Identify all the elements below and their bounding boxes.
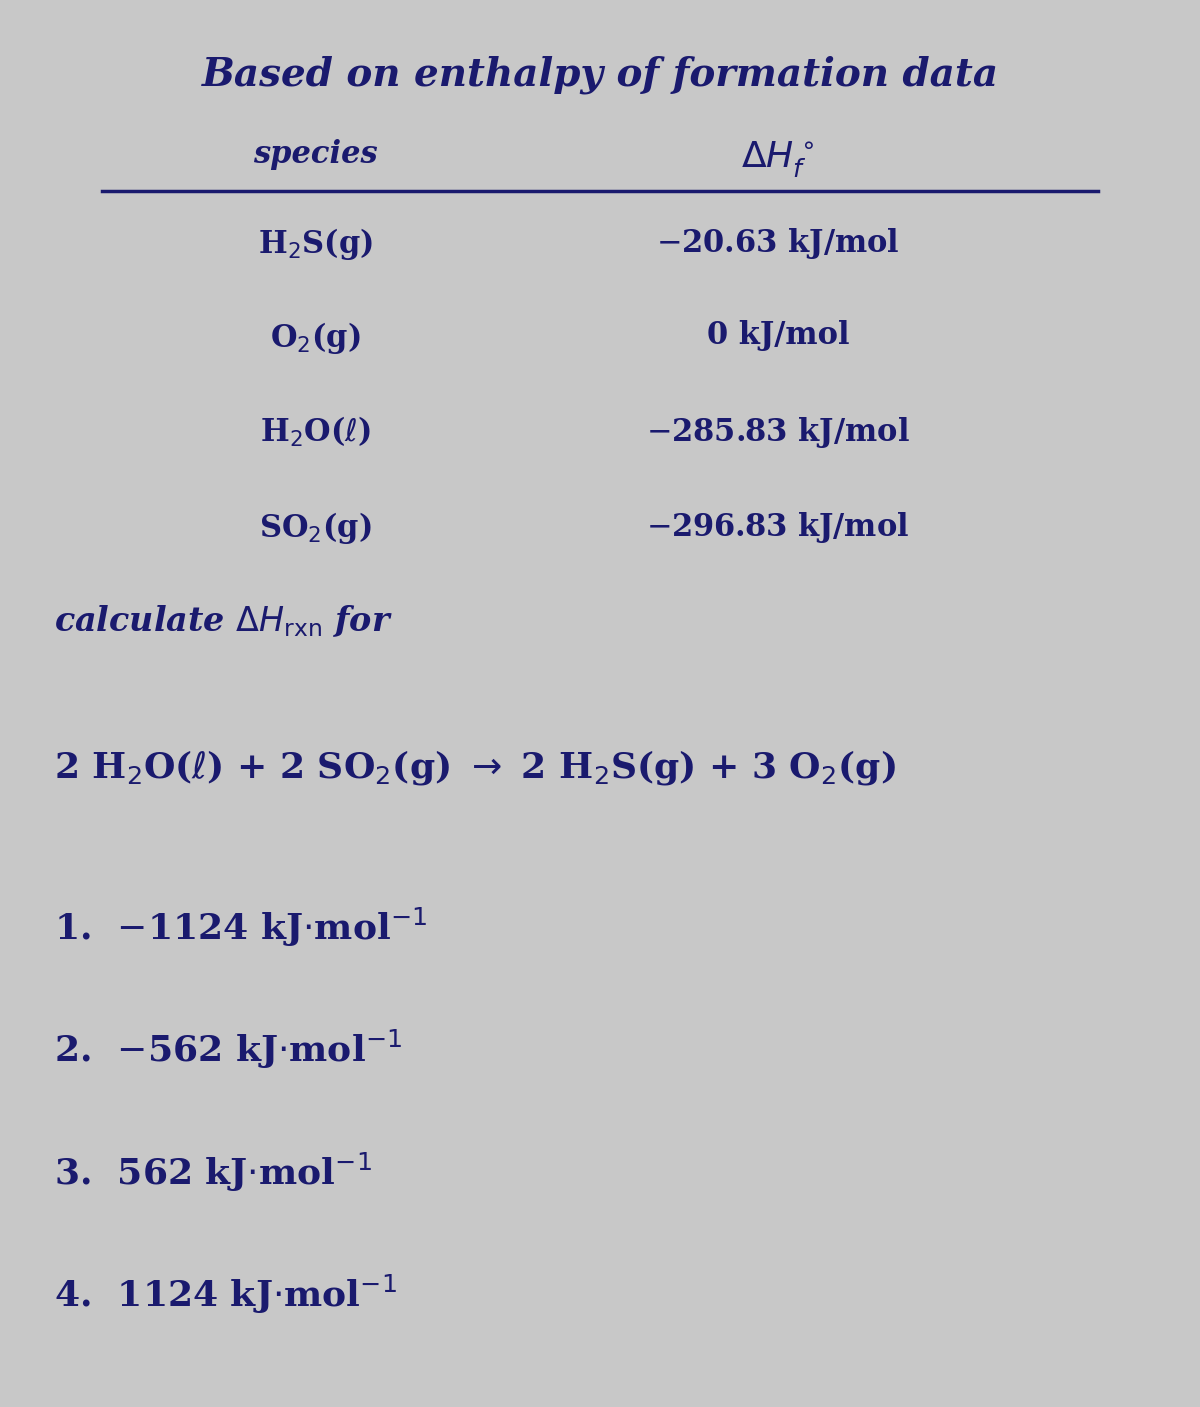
Text: O$_2$(g): O$_2$(g) <box>270 321 361 356</box>
Text: $-$285.83 kJ/mol: $-$285.83 kJ/mol <box>646 415 910 450</box>
Text: calculate $\Delta H_{\rm rxn}$ for: calculate $\Delta H_{\rm rxn}$ for <box>54 604 394 639</box>
Text: $-$20.63 kJ/mol: $-$20.63 kJ/mol <box>656 225 900 260</box>
Text: 2.  $-$562 kJ$\cdot$mol$^{-1}$: 2. $-$562 kJ$\cdot$mol$^{-1}$ <box>54 1029 402 1071</box>
Text: 0 kJ/mol: 0 kJ/mol <box>707 321 850 352</box>
Text: 2 H$_2$O($\ell$) + 2 SO$_2$(g) $\rightarrow$ 2 H$_2$S(g) + 3 O$_2$(g): 2 H$_2$O($\ell$) + 2 SO$_2$(g) $\rightar… <box>54 749 896 787</box>
Text: SO$_2$(g): SO$_2$(g) <box>259 509 372 546</box>
Text: species: species <box>253 139 378 170</box>
Text: $-$296.83 kJ/mol: $-$296.83 kJ/mol <box>647 509 910 545</box>
Text: H$_2$O($\ell$): H$_2$O($\ell$) <box>260 415 371 449</box>
Text: 1.  $-$1124 kJ$\cdot$mol$^{-1}$: 1. $-$1124 kJ$\cdot$mol$^{-1}$ <box>54 906 427 948</box>
Text: 4.  1124 kJ$\cdot$mol$^{-1}$: 4. 1124 kJ$\cdot$mol$^{-1}$ <box>54 1273 397 1317</box>
Text: Based on enthalpy of formation data: Based on enthalpy of formation data <box>202 56 998 94</box>
Text: $\Delta H_f^\circ$: $\Delta H_f^\circ$ <box>742 139 815 179</box>
Text: 3.  562 kJ$\cdot$mol$^{-1}$: 3. 562 kJ$\cdot$mol$^{-1}$ <box>54 1151 372 1195</box>
Text: H$_2$S(g): H$_2$S(g) <box>258 225 373 262</box>
